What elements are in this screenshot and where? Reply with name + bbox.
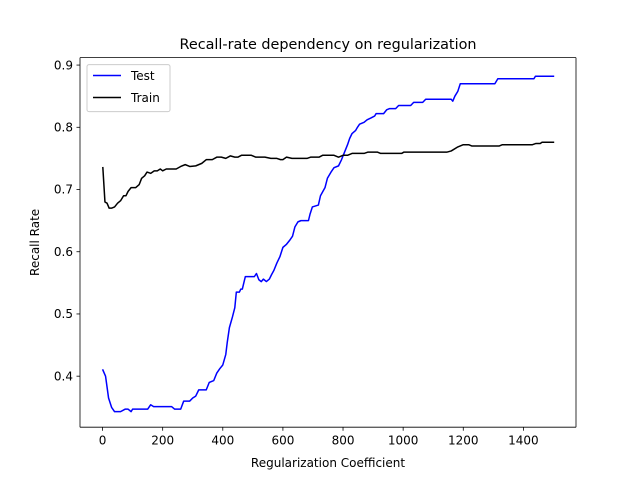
legend: Test Train <box>86 64 171 113</box>
x-axis-label: Regularization Coefficient <box>251 456 405 470</box>
x-tick-label: 1400 <box>508 434 539 448</box>
x-tick-label: 1000 <box>388 434 419 448</box>
y-tick-label: 0.9 <box>54 58 73 72</box>
x-tick-label: 800 <box>332 434 355 448</box>
x-axis-ticks: 0 200 400 600 800 1000 1200 1400 <box>99 427 539 448</box>
x-tick-label: 200 <box>151 434 174 448</box>
series-layer <box>101 75 555 413</box>
x-tick-label: 400 <box>211 434 234 448</box>
y-tick-label: 0.8 <box>54 120 73 134</box>
y-axis-label: Recall Rate <box>28 209 42 276</box>
y-tick-label: 0.6 <box>54 245 73 259</box>
y-tick-label: 0.7 <box>54 183 73 197</box>
x-tick-label: 1200 <box>448 434 479 448</box>
plot-area <box>80 57 576 428</box>
x-tick-label: 0 <box>99 434 107 448</box>
series-line-train <box>102 141 555 209</box>
y-tick-label: 0.5 <box>54 307 73 321</box>
legend-label-test: Test <box>130 69 155 83</box>
y-tick-label: 0.4 <box>54 369 73 383</box>
x-tick-label: 600 <box>271 434 294 448</box>
legend-frame <box>86 64 171 113</box>
legend-label-train: Train <box>130 91 160 105</box>
series-line-test <box>101 75 555 413</box>
y-axis-ticks: 0.4 0.5 0.6 0.7 0.8 0.9 <box>54 58 80 383</box>
chart-title: Recall-rate dependency on regularization <box>179 37 476 53</box>
